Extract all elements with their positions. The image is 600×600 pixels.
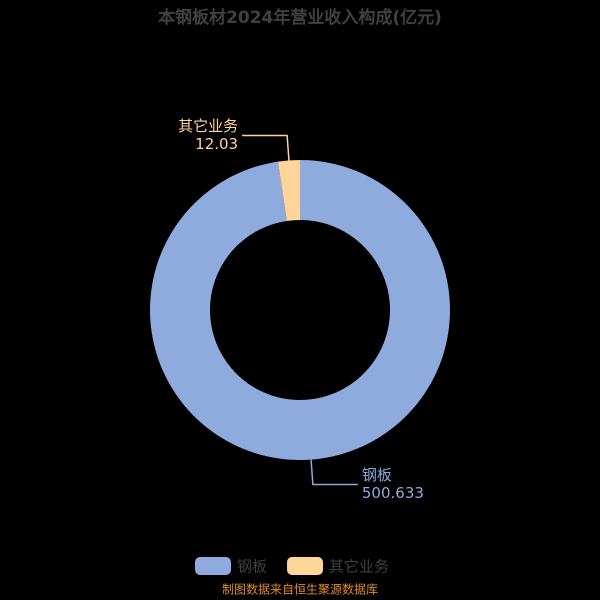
value-label: 500.633 xyxy=(362,484,424,502)
slice-label: 其它业务 xyxy=(178,117,238,135)
value-label: 12.03 xyxy=(195,135,238,153)
donut-slice xyxy=(149,160,450,460)
source-note: 制图数据来自恒生聚源数据库 xyxy=(222,582,378,597)
legend-label: 钢板 xyxy=(237,558,267,576)
leader-line xyxy=(242,134,290,161)
legend-swatch xyxy=(195,557,231,575)
donut-slice xyxy=(277,160,300,221)
slice-label: 钢板 xyxy=(362,466,392,484)
chart-title: 本钢板材2024年营业收入构成(亿元) xyxy=(158,7,442,28)
legend-label: 其它业务 xyxy=(329,558,389,576)
leader-line xyxy=(310,459,358,486)
legend-swatch xyxy=(287,557,324,575)
